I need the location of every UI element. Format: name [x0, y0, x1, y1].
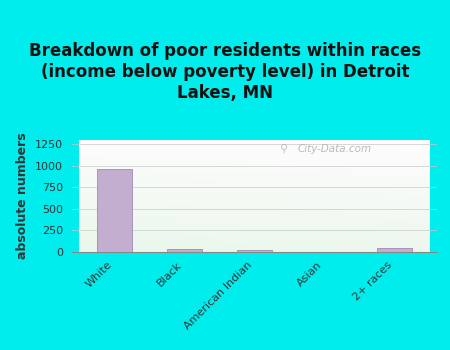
Bar — [97, 169, 131, 252]
Bar — [377, 248, 412, 252]
Text: Breakdown of poor residents within races
(income below poverty level) in Detroit: Breakdown of poor residents within races… — [29, 42, 421, 102]
Text: ⚲: ⚲ — [280, 144, 288, 154]
Text: City-Data.com: City-Data.com — [298, 144, 372, 154]
Bar — [166, 250, 202, 252]
Bar — [237, 250, 272, 252]
Y-axis label: absolute numbers: absolute numbers — [16, 133, 29, 259]
